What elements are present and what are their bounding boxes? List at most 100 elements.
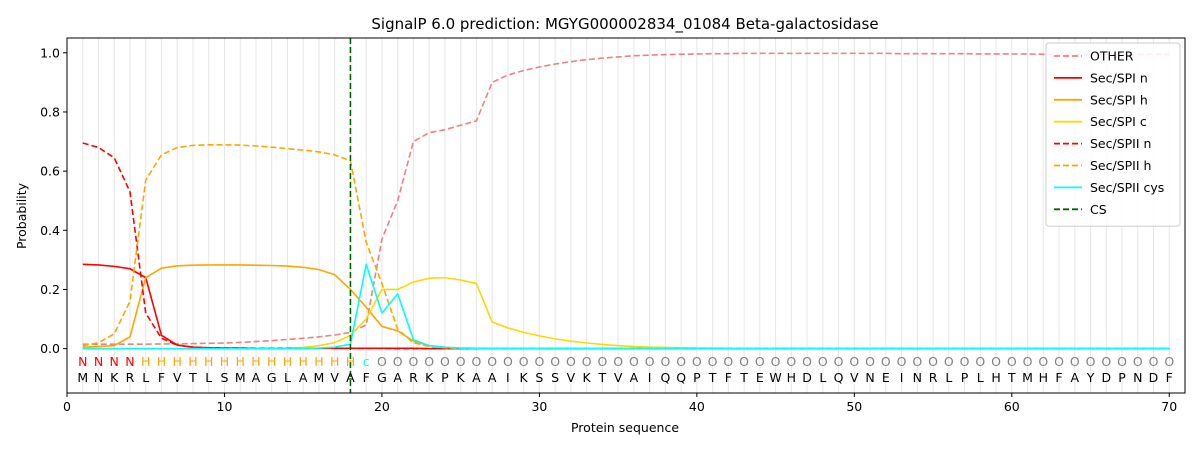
legend-entry: Sec/SPI h xyxy=(1090,92,1148,107)
region-label: H xyxy=(188,354,197,369)
sequence-residue: H xyxy=(787,370,796,385)
region-label: H xyxy=(236,354,245,369)
region-label: O xyxy=(1101,354,1111,369)
grid-lines xyxy=(82,38,1170,393)
region-label: O xyxy=(676,354,686,369)
region-label: O xyxy=(928,354,938,369)
series-line-sec-spii-n xyxy=(82,142,1170,350)
sequence-residue: V xyxy=(330,370,339,385)
region-label: O xyxy=(755,354,765,369)
region-label: O xyxy=(582,354,592,369)
sequence-residue: V xyxy=(614,370,623,385)
sequence-residue: F xyxy=(363,370,370,385)
chart-title: SignalP 6.0 prediction: MGYG000002834_01… xyxy=(371,15,878,34)
x-tick-label: 50 xyxy=(846,399,862,414)
region-label: H xyxy=(204,354,213,369)
sequence-residue: M xyxy=(314,370,325,385)
region-label: O xyxy=(597,354,607,369)
sequence-residue: L xyxy=(819,370,826,385)
region-label: O xyxy=(550,354,560,369)
region-label: N xyxy=(78,354,87,369)
sequence-residue: T xyxy=(739,370,748,385)
sequence-residue: R xyxy=(929,370,938,385)
region-label: N xyxy=(94,354,103,369)
series-lines xyxy=(82,38,1170,393)
sequence-residue: A xyxy=(299,370,308,385)
legend: OTHER Sec/SPI n Sec/SPI h Sec/SPI c Sec/SPII… xyxy=(1045,42,1181,227)
sequence-residue: W xyxy=(769,370,781,385)
region-label: O xyxy=(1164,354,1174,369)
legend-entry: Sec/SPII h xyxy=(1090,158,1151,173)
region-label: H xyxy=(283,354,292,369)
sequence-residue: K xyxy=(457,370,466,385)
sequence-residue: S xyxy=(551,370,559,385)
region-label: O xyxy=(1117,354,1127,369)
legend-entry: OTHER xyxy=(1090,49,1134,64)
sequence-residue: F xyxy=(1055,370,1062,385)
region-label: H xyxy=(298,354,307,369)
sequence-residue: K xyxy=(583,370,592,385)
sequence-residue: L xyxy=(142,370,149,385)
sequence-residue: I xyxy=(506,370,510,385)
region-label: O xyxy=(881,354,891,369)
x-tick-label: 20 xyxy=(374,399,390,414)
region-label: O xyxy=(613,354,623,369)
region-label: O xyxy=(456,354,466,369)
sequence-residue: M xyxy=(235,370,246,385)
sequence-residue: R xyxy=(126,370,135,385)
region-label: O xyxy=(629,354,639,369)
sequence-residue: T xyxy=(1007,370,1016,385)
sequence-residue: K xyxy=(110,370,119,385)
region-label: O xyxy=(944,354,954,369)
sequence-residue: L xyxy=(945,370,952,385)
x-tick-label: 30 xyxy=(531,399,547,414)
sequence-residue: N xyxy=(1133,370,1142,385)
region-label: H xyxy=(330,354,339,369)
region-label: O xyxy=(723,354,733,369)
series-line-sec-spi-c xyxy=(82,276,1170,350)
sequence-residue: D xyxy=(1149,370,1159,385)
region-label: O xyxy=(487,354,497,369)
sequence-residue: Q xyxy=(834,370,844,385)
region-label: O xyxy=(534,354,544,369)
region-label: O xyxy=(519,354,529,369)
sequence-residue: H xyxy=(991,370,1000,385)
legend-entry: CS xyxy=(1090,202,1107,217)
legend-box xyxy=(1045,42,1181,227)
region-label: O xyxy=(834,354,844,369)
sequence-residue: F xyxy=(158,370,165,385)
x-tick-label: 70 xyxy=(1161,399,1177,414)
region-label: O xyxy=(786,354,796,369)
sequence-residue: P xyxy=(693,370,701,385)
region-label: H xyxy=(157,354,166,369)
region-label: H xyxy=(314,354,323,369)
sequence-residue: V xyxy=(850,370,859,385)
sequence-residue: S xyxy=(220,370,228,385)
region-label: O xyxy=(865,354,875,369)
y-tick-label: 0.2 xyxy=(40,282,60,297)
sequence-residue: A xyxy=(488,370,497,385)
x-tick-label: 40 xyxy=(689,399,705,414)
legend-entry: Sec/SPII n xyxy=(1090,136,1151,151)
region-label: O xyxy=(897,354,907,369)
sequence-residue: Q xyxy=(676,370,686,385)
region-label: O xyxy=(1070,354,1080,369)
sequence-residue: R xyxy=(409,370,418,385)
series-line-other xyxy=(82,52,1170,345)
region-label: O xyxy=(802,354,812,369)
region-label: O xyxy=(991,354,1001,369)
region-label: O xyxy=(471,354,481,369)
sequence-residue: Q xyxy=(660,370,670,385)
sequence-residue: G xyxy=(267,370,277,385)
sequence-residue: M xyxy=(1022,370,1033,385)
region-label: O xyxy=(960,354,970,369)
sequence-residue: P xyxy=(1118,370,1126,385)
series-line-sec-spi-n xyxy=(82,263,1170,350)
region-label: N xyxy=(125,354,134,369)
legend-entry: Sec/SPI n xyxy=(1090,70,1148,85)
y-axis-label: Probability xyxy=(14,182,29,249)
sequence-residue: L xyxy=(284,370,291,385)
region-label: O xyxy=(1007,354,1017,369)
x-tick-label: 0 xyxy=(63,399,71,414)
